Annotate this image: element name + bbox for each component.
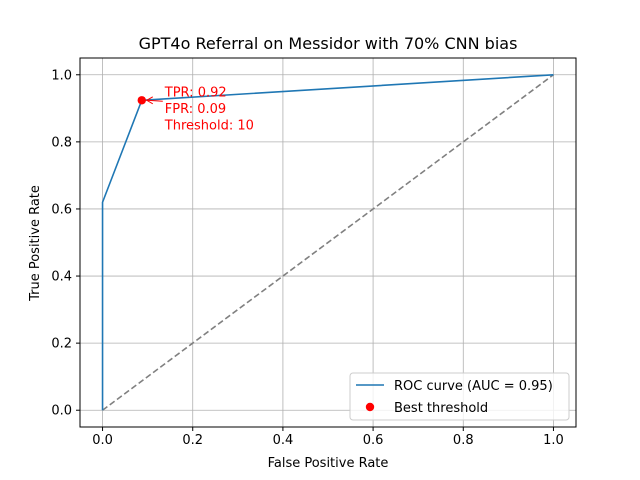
- legend-swatch-best-threshold: [365, 402, 375, 412]
- x-tick-label: 0.4: [273, 433, 294, 448]
- y-tick-label: 0.8: [51, 135, 72, 150]
- grid: [80, 58, 576, 427]
- legend-label-best-threshold: Best threshold: [394, 401, 488, 416]
- annotation-arrow-head: [145, 96, 154, 105]
- y-axis-label: True Positive Rate: [28, 185, 43, 302]
- x-axis-label: False Positive Rate: [268, 456, 389, 471]
- axes-frame: [79, 57, 577, 428]
- axis-ticks: 0.0 0.2 0.4 0.6 0.8 1.0 0.0 0.2 0.4 0.6 0.8 1.0: [51, 68, 563, 448]
- random-classifier-diagonal: [102, 74, 554, 411]
- annotation-text-line: TPR: 0.92: [164, 85, 227, 100]
- legend-box: [349, 372, 570, 421]
- x-tick-label: 0.8: [453, 433, 474, 448]
- y-tick-label: 0.0: [51, 404, 72, 419]
- x-tick-label: 0.0: [92, 433, 113, 448]
- y-tick-label: 1.0: [51, 68, 72, 83]
- y-tick-label: 0.4: [51, 270, 72, 285]
- annotation-text-line: FPR: 0.09: [165, 102, 226, 117]
- legend-label-roc-curve: ROC curve (AUC = 0.95): [394, 379, 553, 394]
- y-tick-label: 0.2: [51, 337, 72, 352]
- roc-curve-line: [101, 73, 554, 411]
- plot-area: [101, 73, 554, 411]
- legend: ROC curve (AUC = 0.95) Best threshold: [349, 372, 570, 421]
- best-threshold-point: [137, 96, 146, 105]
- annotation-arrow-shaft: [146, 99, 163, 102]
- y-tick-label: 0.6: [51, 202, 72, 217]
- x-tick-label: 1.0: [543, 433, 564, 448]
- annotation-text-line: Threshold: 10: [164, 118, 254, 133]
- x-tick-label: 0.2: [182, 433, 203, 448]
- chart-title: GPT4o Referral on Messidor with 70% CNN …: [139, 34, 518, 53]
- x-tick-label: 0.6: [363, 433, 384, 448]
